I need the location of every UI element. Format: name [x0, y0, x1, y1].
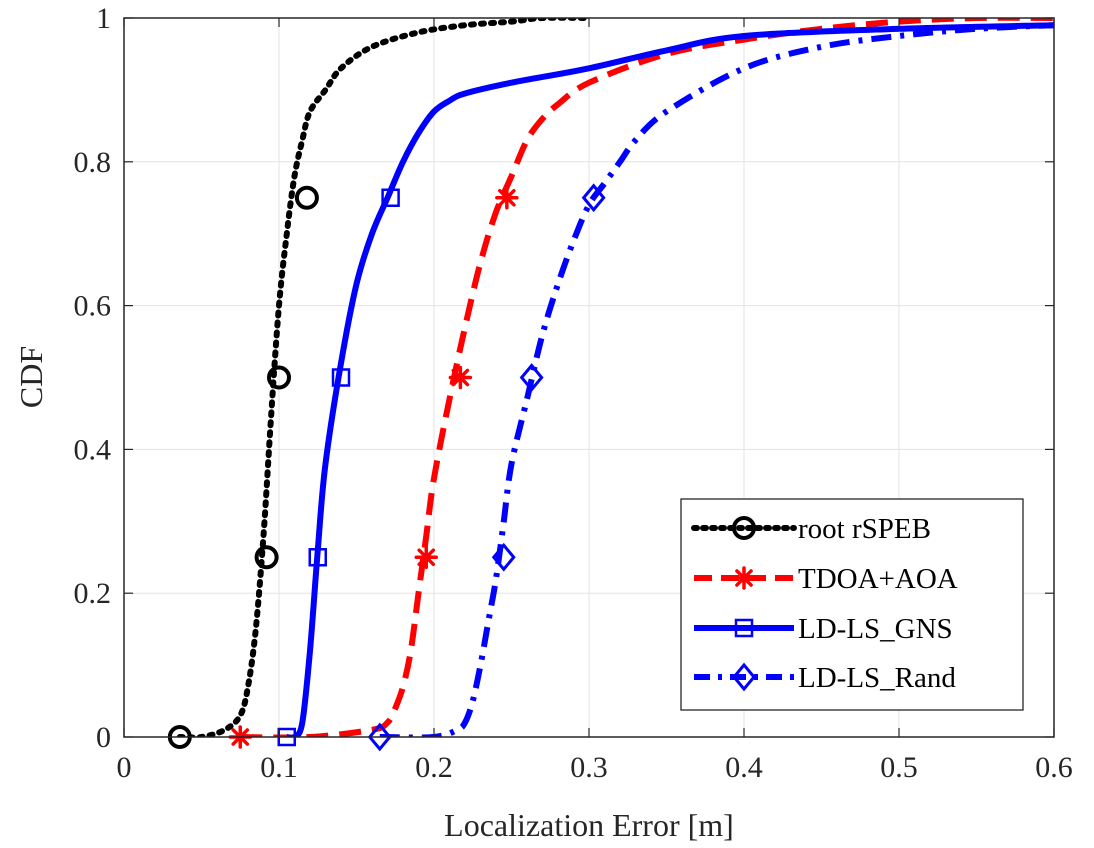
series-marker-3: [581, 183, 606, 213]
series-marker-0: [294, 185, 319, 210]
x-tick-label: 0.2: [415, 751, 453, 784]
axis-ticks: [123, 17, 1055, 738]
series-marker-1: [414, 545, 438, 569]
series-marker-2: [308, 548, 327, 567]
y-tick-label: 0.4: [74, 433, 112, 466]
series-line-0: [176, 18, 592, 737]
series-marker-3: [519, 363, 544, 392]
y-tick-label: 1: [96, 2, 111, 35]
y-tick-label: 0: [96, 721, 111, 754]
series-marker-0: [254, 545, 279, 570]
x-tick-label: 0.6: [1035, 751, 1073, 784]
series-lines: [176, 18, 1054, 737]
legend-label: LD-LS_Rand: [798, 662, 956, 694]
series-marker-2: [381, 188, 400, 207]
x-tick-label: 0.5: [880, 751, 918, 784]
y-tick-label: 0.2: [74, 577, 112, 610]
legend-marker: [732, 566, 756, 590]
legend-label: TDOA+AOA: [798, 563, 958, 595]
legend-marker: [732, 516, 756, 540]
y-axis-label: CDF: [13, 346, 49, 408]
series-marker-2: [331, 368, 351, 387]
y-tick-label: 0.8: [74, 146, 112, 179]
series-marker-1: [495, 186, 519, 210]
series-marker-0: [267, 365, 291, 390]
legend-marker: [734, 618, 754, 638]
x-tick-label: 0: [117, 751, 132, 784]
legend-label: LD-LS_GNS: [798, 613, 953, 645]
legend: root rSPEB TDOA+AOA LD-LS_GNS LD-LS_Rand: [680, 498, 1024, 711]
x-tick-label: 0.3: [570, 751, 608, 784]
legend-label: root rSPEB: [798, 513, 931, 545]
x-tick-label: 0.1: [260, 751, 298, 784]
series-marker-3: [491, 542, 516, 572]
legend-marker: [732, 662, 756, 692]
series-marker-3: [367, 722, 392, 752]
y-tick-label: 0.6: [74, 290, 112, 323]
tick-labels: 0 0.1 0.2 0.3 0.4 0.5 0.6 0 0.2 0.4 0.6 0.8 1: [74, 2, 1073, 784]
series-marker-1: [448, 365, 473, 390]
series-line-2: [286, 22, 1054, 737]
x-axis-label: Localization Error [m]: [444, 807, 734, 843]
x-tick-label: 0.4: [725, 751, 763, 784]
